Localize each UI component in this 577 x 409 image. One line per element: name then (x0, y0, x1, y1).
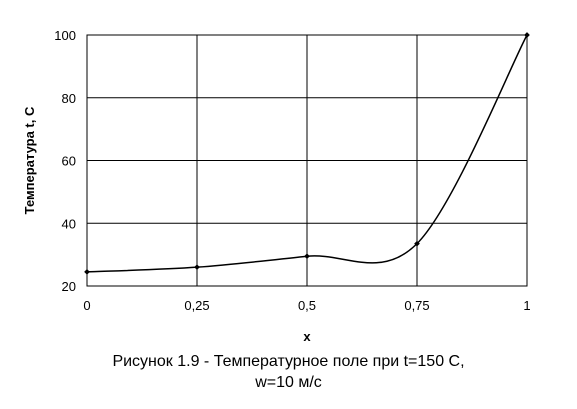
x-axis-tick-labels: 0 0,25 0,5 0,75 1 (83, 298, 530, 313)
plot-area-frame (86, 34, 528, 287)
data-point-markers (84, 32, 530, 275)
data-point (84, 269, 90, 275)
y-tick-label: 80 (62, 91, 76, 106)
y-axis-label: Температура t, C (22, 106, 37, 214)
x-axis-label: x (303, 329, 311, 344)
figure-caption-line-2: w=10 м/с (255, 374, 322, 391)
data-point (414, 240, 420, 247)
x-tick-label: 0,5 (298, 298, 316, 313)
y-axis-tick-labels: 20 40 60 80 100 (54, 28, 76, 294)
x-tick-label: 0 (83, 298, 90, 313)
chart-gridlines (86, 34, 528, 287)
series-line (86, 34, 528, 273)
x-tick-label: 0,75 (404, 298, 429, 313)
y-tick-label: 40 (62, 216, 76, 231)
x-tick-label: 1 (523, 298, 530, 313)
y-tick-label: 60 (62, 154, 76, 169)
data-point (194, 264, 200, 271)
y-tick-label: 20 (62, 279, 76, 294)
y-tick-label: 100 (54, 28, 76, 43)
x-tick-label: 0,25 (184, 298, 209, 313)
data-point (524, 32, 530, 38)
data-point (304, 253, 310, 260)
figure-caption-line-1: Рисунок 1.9 - Температурное поле при t=1… (112, 353, 465, 370)
